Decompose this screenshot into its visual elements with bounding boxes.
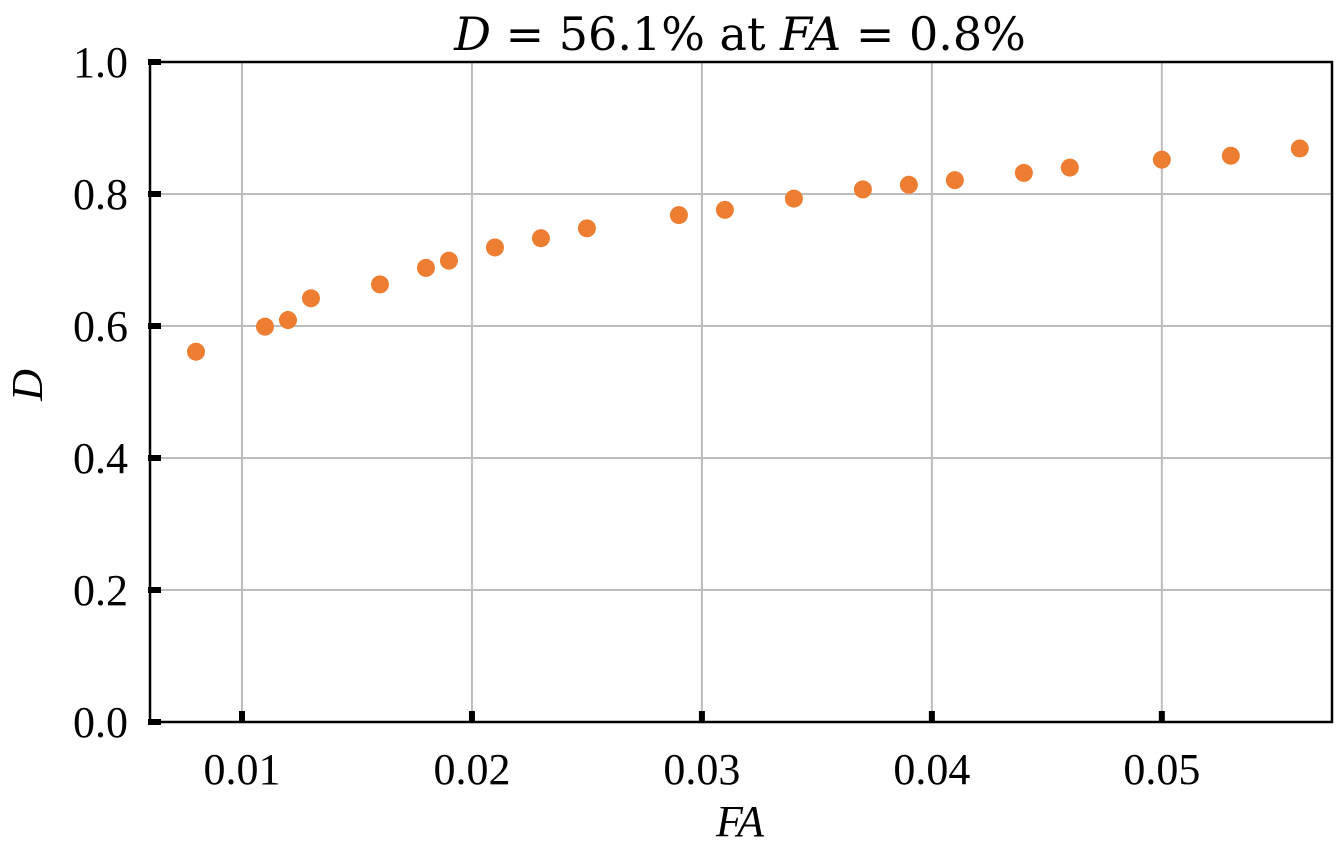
data-point-0-14 [899, 175, 918, 194]
y-tick-label-2: 0.4 [73, 434, 128, 483]
title-eq2: = 0.8% [841, 7, 1026, 61]
title-eq1: = 56.1% at [491, 7, 780, 61]
data-point-0-17 [1060, 158, 1079, 177]
x-tick-label-3: 0.04 [893, 745, 970, 794]
data-point-0-19 [1221, 146, 1240, 165]
y-axis-label: D [3, 369, 52, 402]
data-point-0-10 [669, 206, 688, 225]
y-tick-label-5: 1.0 [73, 38, 128, 87]
data-point-0-0 [186, 342, 205, 361]
x-tick-label-1: 0.02 [433, 745, 510, 794]
y-tick-label-4: 0.8 [73, 170, 128, 219]
y-tick-label-0: 0.0 [73, 698, 128, 747]
plot-frame [148, 60, 1334, 724]
x-axis-label: FA [715, 797, 765, 846]
title-d: D [453, 7, 491, 61]
data-point-0-15 [945, 171, 964, 190]
data-point-0-1 [255, 317, 274, 336]
x-tick-label-4: 0.05 [1123, 745, 1200, 794]
data-point-0-5 [416, 258, 435, 277]
data-point-0-13 [853, 180, 872, 199]
data-point-0-9 [577, 219, 596, 238]
data-point-0-8 [531, 229, 550, 248]
x-tick-label-0: 0.01 [203, 745, 280, 794]
y-tick-label-1: 0.2 [73, 566, 128, 615]
data-point-0-20 [1290, 139, 1309, 158]
tick-labels: 0.01 0.02 0.03 0.04 0.05 0.0 0.2 0.4 0.6 0.8 1.0 [73, 38, 1200, 794]
data-point-0-6 [439, 251, 458, 270]
y-tick-label-3: 0.6 [73, 302, 128, 351]
data-point-0-11 [715, 200, 734, 219]
data-point-0-2 [278, 311, 297, 330]
data-points [186, 139, 1309, 361]
data-point-0-12 [784, 189, 803, 208]
x-tick-label-2: 0.03 [663, 745, 740, 794]
data-point-0-7 [485, 238, 504, 257]
chart-title: D = 56.1% at FA = 0.8% [453, 7, 1026, 61]
data-point-0-18 [1152, 150, 1171, 169]
title-fa: FA [779, 7, 841, 61]
data-point-0-16 [1014, 163, 1033, 182]
axis-ticks [148, 59, 1165, 725]
data-point-0-4 [370, 275, 389, 294]
data-point-0-3 [301, 289, 320, 308]
